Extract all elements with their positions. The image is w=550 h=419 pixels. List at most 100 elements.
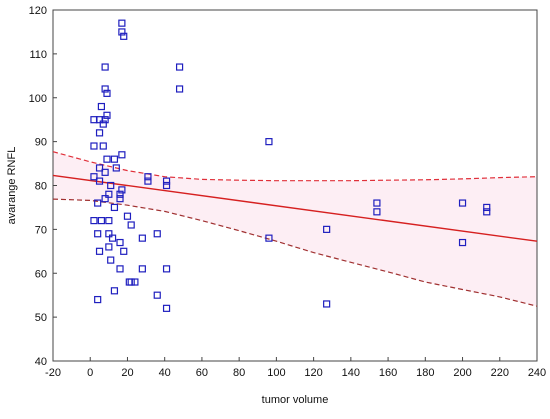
- regression-line: [52, 174, 538, 242]
- data-point: [97, 217, 106, 225]
- x-tick-label: 120: [304, 367, 322, 379]
- x-axis-ticks: -20 0 20 40 60 80 100 120 140 160 180 200 220 240: [45, 357, 546, 379]
- data-point: [105, 190, 113, 198]
- data-point: [116, 190, 124, 198]
- y-tick-label: 90: [35, 137, 47, 149]
- data-point: [110, 287, 119, 295]
- data-point: [101, 85, 109, 93]
- data-point: [162, 304, 171, 312]
- data-point: [323, 300, 331, 308]
- data-point: [101, 116, 109, 124]
- y-axis-title: avarange RNFL: [6, 147, 18, 225]
- data-points: [90, 19, 491, 312]
- data-point: [118, 186, 126, 194]
- data-point: [107, 181, 115, 190]
- data-point: [265, 234, 273, 242]
- ci-lower-line: [52, 198, 538, 307]
- data-point: [323, 225, 331, 233]
- data-point: [94, 295, 102, 304]
- data-point: [175, 63, 184, 71]
- x-tick-label: 140: [342, 367, 360, 379]
- data-point: [90, 217, 98, 225]
- data-point: [95, 129, 104, 137]
- data-point: [458, 238, 467, 247]
- data-point: [116, 265, 124, 273]
- x-tick-label: 40: [159, 367, 171, 379]
- x-tick-label: 0: [87, 367, 93, 379]
- x-tick-label: 200: [453, 367, 471, 379]
- data-point: [120, 32, 128, 40]
- data-point: [101, 168, 109, 176]
- data-point: [101, 195, 109, 203]
- y-tick-label: 100: [29, 93, 47, 105]
- data-point: [99, 120, 107, 128]
- confidence-band: [53, 151, 537, 307]
- data-point: [90, 116, 98, 124]
- data-point: [105, 243, 113, 251]
- confidence-band-fill: [53, 151, 537, 307]
- x-tick-label: 80: [233, 367, 245, 379]
- data-point: [112, 164, 120, 172]
- data-point: [105, 230, 113, 238]
- data-point: [175, 85, 184, 93]
- data-point: [144, 173, 152, 181]
- data-point: [107, 256, 115, 264]
- data-point: [110, 155, 119, 163]
- data-point: [101, 63, 109, 71]
- data-point: [110, 203, 119, 212]
- data-point: [127, 278, 135, 286]
- data-point: [120, 247, 128, 255]
- data-point: [138, 265, 146, 273]
- y-tick-label: 50: [35, 312, 47, 324]
- x-tick-label: 100: [267, 367, 285, 379]
- data-point: [105, 217, 113, 225]
- data-point: [162, 181, 171, 190]
- data-point: [118, 28, 126, 36]
- data-point: [118, 151, 126, 159]
- data-point: [116, 238, 124, 247]
- data-point: [483, 208, 491, 216]
- data-point: [458, 199, 467, 207]
- data-point: [90, 173, 98, 181]
- y-tick-label: 120: [29, 5, 47, 17]
- fit-line: [52, 174, 538, 242]
- y-tick-label: 70: [35, 224, 47, 236]
- data-point: [103, 89, 111, 97]
- data-point: [265, 138, 273, 146]
- x-tick-label: 60: [196, 367, 208, 379]
- data-point: [108, 234, 117, 242]
- data-point: [90, 142, 98, 150]
- data-point: [131, 278, 139, 286]
- data-point: [99, 142, 107, 150]
- data-point: [483, 203, 491, 212]
- data-point: [162, 265, 171, 273]
- x-tick-label: -20: [45, 367, 61, 379]
- x-tick-label: 20: [121, 367, 133, 379]
- x-tick-label: 240: [528, 367, 546, 379]
- data-point: [95, 247, 104, 255]
- y-tick-label: 60: [35, 268, 47, 280]
- data-point: [103, 111, 111, 119]
- data-point: [94, 199, 102, 207]
- x-tick-label: 160: [379, 367, 397, 379]
- data-point: [144, 177, 152, 185]
- data-point: [118, 19, 126, 27]
- data-point: [373, 208, 381, 216]
- ci-upper-line: [52, 151, 538, 182]
- data-point: [95, 177, 104, 185]
- confidence-interval-lines: [52, 151, 538, 307]
- y-tick-label: 110: [29, 49, 47, 61]
- data-point: [373, 199, 381, 207]
- data-point: [123, 212, 132, 220]
- data-point: [95, 164, 104, 172]
- data-point: [138, 234, 146, 242]
- data-point: [103, 155, 111, 163]
- data-point: [153, 291, 161, 299]
- data-point: [153, 230, 161, 238]
- x-tick-label: 220: [491, 367, 509, 379]
- data-point: [97, 102, 106, 111]
- data-point: [116, 195, 124, 203]
- y-tick-label: 80: [35, 181, 47, 193]
